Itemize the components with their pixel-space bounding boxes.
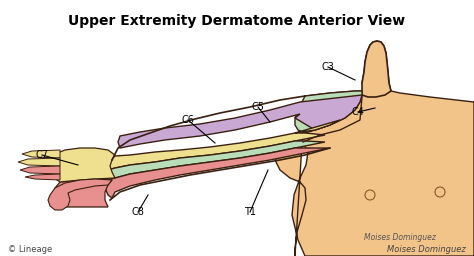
Polygon shape: [53, 179, 112, 207]
Polygon shape: [362, 41, 391, 97]
Text: C5: C5: [252, 102, 264, 112]
Text: Moises Dominguez: Moises Dominguez: [364, 233, 436, 242]
Text: C8: C8: [132, 207, 145, 217]
Polygon shape: [105, 120, 340, 170]
Polygon shape: [105, 148, 330, 198]
Polygon shape: [25, 174, 60, 180]
Polygon shape: [106, 141, 325, 180]
Text: © Lineage: © Lineage: [8, 246, 52, 254]
Polygon shape: [295, 91, 362, 133]
Text: Moises Dominguez: Moises Dominguez: [387, 246, 466, 254]
Polygon shape: [22, 150, 60, 158]
Text: C6: C6: [182, 115, 194, 125]
Polygon shape: [20, 166, 60, 174]
Text: Upper Extremity Dermatome Anterior View: Upper Extremity Dermatome Anterior View: [68, 14, 406, 28]
Polygon shape: [48, 179, 112, 210]
Text: C4: C4: [352, 107, 365, 117]
Text: C3: C3: [321, 62, 335, 72]
Polygon shape: [118, 95, 362, 148]
Polygon shape: [275, 41, 474, 256]
Text: C7: C7: [36, 150, 48, 160]
Text: T1: T1: [244, 207, 256, 217]
Polygon shape: [18, 158, 60, 166]
Polygon shape: [48, 148, 115, 182]
